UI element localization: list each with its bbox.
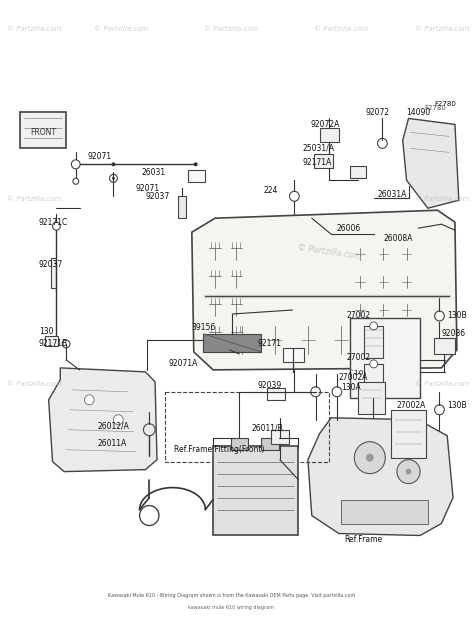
Bar <box>51 258 56 288</box>
Text: 26006: 26006 <box>337 224 361 232</box>
Circle shape <box>370 322 378 330</box>
Text: © Partzilla.com: © Partzilla.com <box>204 25 259 32</box>
Text: © Partzilla.com: © Partzilla.com <box>7 381 62 388</box>
Text: 130A: 130A <box>341 383 361 392</box>
Bar <box>165 392 329 462</box>
Text: © Partzilla.com: © Partzilla.com <box>415 381 470 388</box>
Text: 26008A: 26008A <box>383 234 413 242</box>
Bar <box>203 334 262 352</box>
Text: 26012/A: 26012/A <box>97 421 129 430</box>
Text: 92071A: 92071A <box>169 360 198 368</box>
Text: 27002: 27002 <box>346 311 371 321</box>
Text: 26011A: 26011A <box>97 439 126 448</box>
Bar <box>391 410 426 458</box>
Text: 92171B: 92171B <box>39 339 68 348</box>
Text: © Partzilla.com: © Partzilla.com <box>415 25 470 32</box>
Text: 130B: 130B <box>447 311 467 321</box>
Text: 92086: 92086 <box>441 329 465 339</box>
Bar <box>230 438 248 450</box>
Circle shape <box>111 162 115 166</box>
Bar <box>267 388 285 400</box>
Text: © Partzilla.com: © Partzilla.com <box>7 25 62 32</box>
Text: © Partzilla.com: © Partzilla.com <box>415 196 470 202</box>
Bar <box>271 430 289 444</box>
Text: 92072: 92072 <box>365 108 390 117</box>
Circle shape <box>113 415 123 425</box>
Text: 92171: 92171 <box>257 339 282 348</box>
Text: 39156: 39156 <box>192 324 216 332</box>
Bar <box>341 500 428 523</box>
Polygon shape <box>192 210 457 370</box>
Text: © Partzilla.com: © Partzilla.com <box>7 196 62 202</box>
Text: 224: 224 <box>264 186 278 195</box>
Bar <box>358 382 385 414</box>
Text: 25031/A: 25031/A <box>302 144 334 153</box>
Text: 26011/B: 26011/B <box>252 423 283 432</box>
Circle shape <box>194 163 197 166</box>
Circle shape <box>370 360 378 368</box>
Text: 92037: 92037 <box>146 192 170 201</box>
Text: 92072A: 92072A <box>310 120 340 129</box>
Circle shape <box>84 395 94 405</box>
Text: 92037: 92037 <box>39 260 63 268</box>
Circle shape <box>355 441 385 474</box>
Text: kawasaki mule 610 wiring diagram: kawasaki mule 610 wiring diagram <box>189 605 274 610</box>
Bar <box>283 348 304 362</box>
Text: 27002: 27002 <box>346 353 371 363</box>
Text: F2780: F2780 <box>425 105 447 112</box>
Text: 92039: 92039 <box>257 381 282 391</box>
Text: 130: 130 <box>39 327 54 337</box>
Text: 26031: 26031 <box>142 168 165 177</box>
Text: F2780: F2780 <box>434 102 456 107</box>
Text: Kawasaki Mule 610 - Wiring Diagram shown is from the Kawasaki OEM Parts page. Vi: Kawasaki Mule 610 - Wiring Diagram shown… <box>108 593 355 598</box>
Text: 92171C: 92171C <box>39 218 68 227</box>
Text: FRONT: FRONT <box>30 128 56 137</box>
Bar <box>350 166 366 179</box>
Bar <box>178 197 186 218</box>
Text: 92071: 92071 <box>136 184 160 193</box>
Bar <box>319 128 339 143</box>
Text: 14090: 14090 <box>406 108 430 117</box>
Bar <box>19 112 66 148</box>
Circle shape <box>366 454 374 462</box>
Text: Ref.Frame Fitting(Front): Ref.Frame Fitting(Front) <box>174 445 265 454</box>
Text: Ref.Frame: Ref.Frame <box>345 535 383 544</box>
Polygon shape <box>308 418 453 536</box>
Text: © Partzilla.com: © Partzilla.com <box>314 25 369 32</box>
Text: © Partzilla.com: © Partzilla.com <box>296 243 362 261</box>
Circle shape <box>406 469 411 475</box>
Bar <box>434 338 455 354</box>
Polygon shape <box>403 118 459 208</box>
Bar <box>262 438 279 450</box>
Bar <box>364 364 383 392</box>
Bar <box>213 446 298 536</box>
Polygon shape <box>49 368 157 472</box>
Bar <box>364 326 383 358</box>
Text: 26031A: 26031A <box>378 190 407 199</box>
Text: (`10): (`10) <box>348 370 366 378</box>
Text: 92171A: 92171A <box>302 158 331 167</box>
Bar <box>188 170 205 182</box>
Circle shape <box>397 459 420 484</box>
Bar <box>350 318 420 398</box>
Text: © Partzilla.com: © Partzilla.com <box>94 25 149 32</box>
Bar <box>314 154 333 168</box>
Text: 130B: 130B <box>447 401 467 410</box>
Text: 27002A: 27002A <box>397 401 426 410</box>
Text: 92071: 92071 <box>87 152 111 161</box>
Circle shape <box>194 162 198 166</box>
Bar <box>45 336 58 346</box>
Text: 27002A: 27002A <box>339 373 368 383</box>
Circle shape <box>112 177 115 180</box>
